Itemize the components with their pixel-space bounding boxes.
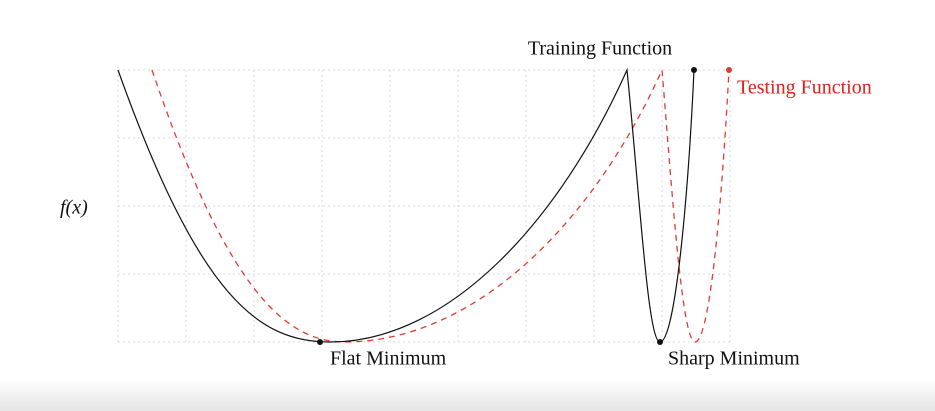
y-label: f(x) — [60, 197, 88, 219]
footer-shade — [0, 380, 935, 411]
sharp-label: Sharp Minimum — [668, 348, 800, 370]
flat-label: Flat Minimum — [330, 348, 447, 370]
testing-curve — [151, 67, 730, 343]
sharp-minimum-dot — [657, 339, 663, 345]
training-curve — [117, 67, 695, 343]
grid — [117, 69, 731, 343]
testing-end-dot — [726, 67, 732, 73]
training-label: Training Function — [528, 38, 672, 60]
flat-minimum-dot — [317, 339, 323, 345]
testing-label: Testing Function — [737, 77, 872, 99]
training-end-dot — [691, 67, 697, 73]
